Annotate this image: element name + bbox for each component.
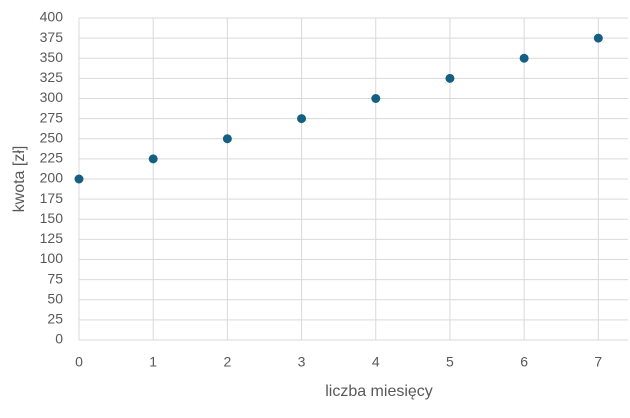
- y-tick-label: 350: [40, 49, 64, 65]
- point: [445, 73, 455, 83]
- y-tick-label: 100: [40, 250, 64, 266]
- y-tick-label: 200: [40, 170, 64, 186]
- y-tick-label: 125: [40, 230, 64, 246]
- y-tick-label: 325: [40, 69, 64, 85]
- point: [297, 114, 307, 124]
- point: [74, 174, 84, 184]
- y-tick-label: 75: [47, 270, 63, 286]
- x-tick-label: 3: [298, 354, 306, 370]
- y-tick-label: 150: [40, 210, 64, 226]
- x-tick-label: 4: [372, 354, 380, 370]
- point: [148, 154, 158, 164]
- x-axis-title: liczba miesięcy: [325, 383, 433, 400]
- point: [593, 33, 603, 43]
- point: [371, 94, 381, 103]
- y-tick-label: 225: [40, 150, 64, 166]
- x-tick-label: 7: [594, 354, 602, 370]
- x-tick-label: 2: [223, 354, 231, 370]
- y-tick-label: 175: [40, 190, 64, 206]
- y-tick-label: 0: [55, 331, 63, 347]
- point: [519, 53, 529, 63]
- y-tick-label: 275: [40, 109, 64, 125]
- y-axis-title: kwota [zł]: [11, 146, 28, 213]
- y-tick-label: 250: [40, 129, 64, 145]
- y-tick-label: 300: [40, 89, 64, 105]
- x-tick-label: 1: [149, 354, 157, 370]
- x-tick-label: 5: [446, 354, 454, 370]
- y-tick-label: 400: [40, 9, 64, 25]
- x-tick-label: 0: [75, 354, 83, 370]
- point: [222, 134, 232, 144]
- x-tick-label: 6: [520, 354, 528, 370]
- y-tick-label: 375: [40, 29, 64, 45]
- y-tick-label: 25: [47, 311, 63, 327]
- y-tick-label: 50: [47, 290, 63, 306]
